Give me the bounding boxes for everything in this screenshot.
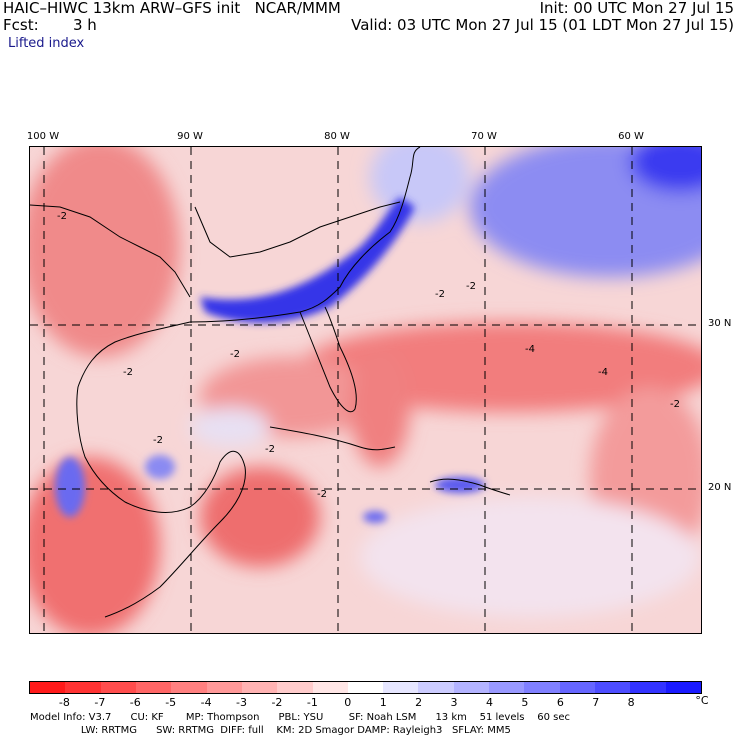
colorbar-tick-label: 6 (556, 696, 564, 709)
lon-label-60w: 60 W (618, 131, 644, 142)
unstable-region-yucatan (200, 467, 320, 567)
stable-cell-hispaniola (435, 477, 485, 493)
field-name: Lifted index (8, 36, 85, 51)
lat-label-30n: 30 N (708, 318, 732, 329)
model-info-line1: Model Info: V3.7 CU: KF MP: Thompson PBL… (30, 712, 570, 723)
florida-coastline (299, 306, 357, 413)
valid-time: Valid: 03 UTC Mon 27 Jul 15 (01 LDT Mon … (351, 16, 734, 34)
colorbar-unit: °C (695, 694, 709, 707)
colorbar-tick-label: -1 (306, 696, 318, 709)
colorbar-tick-label: -7 (94, 696, 106, 709)
colorbar-segment (65, 682, 101, 693)
colorbar-segment (347, 682, 384, 693)
colorbar-segment (559, 682, 595, 693)
colorbar-segment (312, 682, 348, 693)
contour-label: -2 (265, 444, 275, 455)
lat-label-20n: 20 N (708, 482, 732, 493)
colorbar-tick-label: -8 (58, 696, 70, 709)
colorbar-segment (595, 682, 631, 693)
colorbar-tick-label: -2 (271, 696, 283, 709)
colorbar-segment (30, 682, 66, 693)
colorbar-tick-label: -4 (200, 696, 212, 709)
colorbar-segment (135, 682, 172, 693)
hispaniola-coastline (429, 478, 511, 496)
colorbar-segment (241, 682, 278, 693)
colorbar-tick-label: 2 (415, 696, 423, 709)
neutral-region-gulf (190, 407, 270, 447)
lon-label-80w: 80 W (324, 131, 350, 142)
colorbar-segment (383, 682, 419, 693)
colorbar-tick-label: 3 (450, 696, 458, 709)
contour-label: -2 (466, 281, 476, 292)
colorbar-tick-label: -3 (236, 696, 247, 709)
stable-region-northeast (630, 147, 701, 192)
colorbar-tick-label: 4 (485, 696, 493, 709)
colorbar-tick-label: 0 (344, 696, 352, 709)
contour-label: -4 (525, 344, 535, 355)
map-canvas: -2 -2 -2 -2 -2 -2 -2 -2 -4 -4 -2 (30, 147, 701, 633)
colorbar-segment (665, 682, 701, 693)
colorbar-segment (206, 682, 242, 693)
stable-band-southeast-us (200, 197, 415, 323)
colorbar-segment (453, 682, 490, 693)
colorbar-segment (277, 682, 313, 693)
mexico-coastline (76, 321, 246, 618)
colorbar-segment (630, 682, 666, 693)
colorbar-tick-label: 8 (627, 696, 635, 709)
colorbar-tick-label: 7 (592, 696, 600, 709)
colorbar-tick-label: 5 (521, 696, 529, 709)
lat-lon-grid (30, 147, 701, 633)
contour-label: -2 (123, 367, 133, 378)
forecast-label: Fcst: (3, 16, 39, 34)
model-title: HAIC–HIWC 13km ARW–GFS init NCAR/MMM (3, 0, 341, 17)
init-time: Init: 00 UTC Mon 27 Jul 15 (539, 0, 734, 17)
state-boundaries (194, 201, 401, 258)
cuba-coastline (269, 426, 396, 451)
colorbar-segment (100, 682, 136, 693)
colorbar-segment (171, 682, 207, 693)
unstable-region-mexico-north (30, 147, 180, 357)
stable-cell-jamaica (363, 511, 387, 523)
us-mexico-border (30, 204, 191, 298)
colorbar (29, 681, 702, 694)
lon-label-70w: 70 W (471, 131, 497, 142)
colorbar-segment (489, 682, 525, 693)
contour-label: -2 (670, 399, 680, 410)
contour-label: -2 (230, 349, 240, 360)
contour-label: -2 (153, 435, 163, 446)
model-info-line2: LW: RRTMG SW: RRTMG DIFF: full KM: 2D Sm… (30, 725, 511, 736)
neutral-region-caribbean (360, 497, 700, 617)
contour-label: -4 (598, 367, 608, 378)
colorbar-tick-label: 1 (379, 696, 387, 709)
stable-cell-mexico (55, 457, 85, 517)
colorbar-segment (524, 682, 560, 693)
lifted-index-map: -2 -2 -2 -2 -2 -2 -2 -2 -4 -4 -2 (29, 146, 702, 634)
us-gulf-atlantic-coastline (189, 147, 421, 323)
contour-label: -2 (317, 489, 327, 500)
forecast-hour: 3 h (73, 16, 97, 34)
colorbar-segment (418, 682, 454, 693)
unstable-region-florida (350, 347, 410, 467)
lon-label-90w: 90 W (177, 131, 203, 142)
stable-cell-yucatan (145, 455, 175, 479)
colorbar-tick-label: -5 (165, 696, 177, 709)
contour-label: -2 (435, 289, 445, 300)
contour-label: -2 (57, 211, 67, 222)
colorbar-tick-label: -6 (129, 696, 141, 709)
lon-label-100w: 100 W (26, 131, 60, 142)
